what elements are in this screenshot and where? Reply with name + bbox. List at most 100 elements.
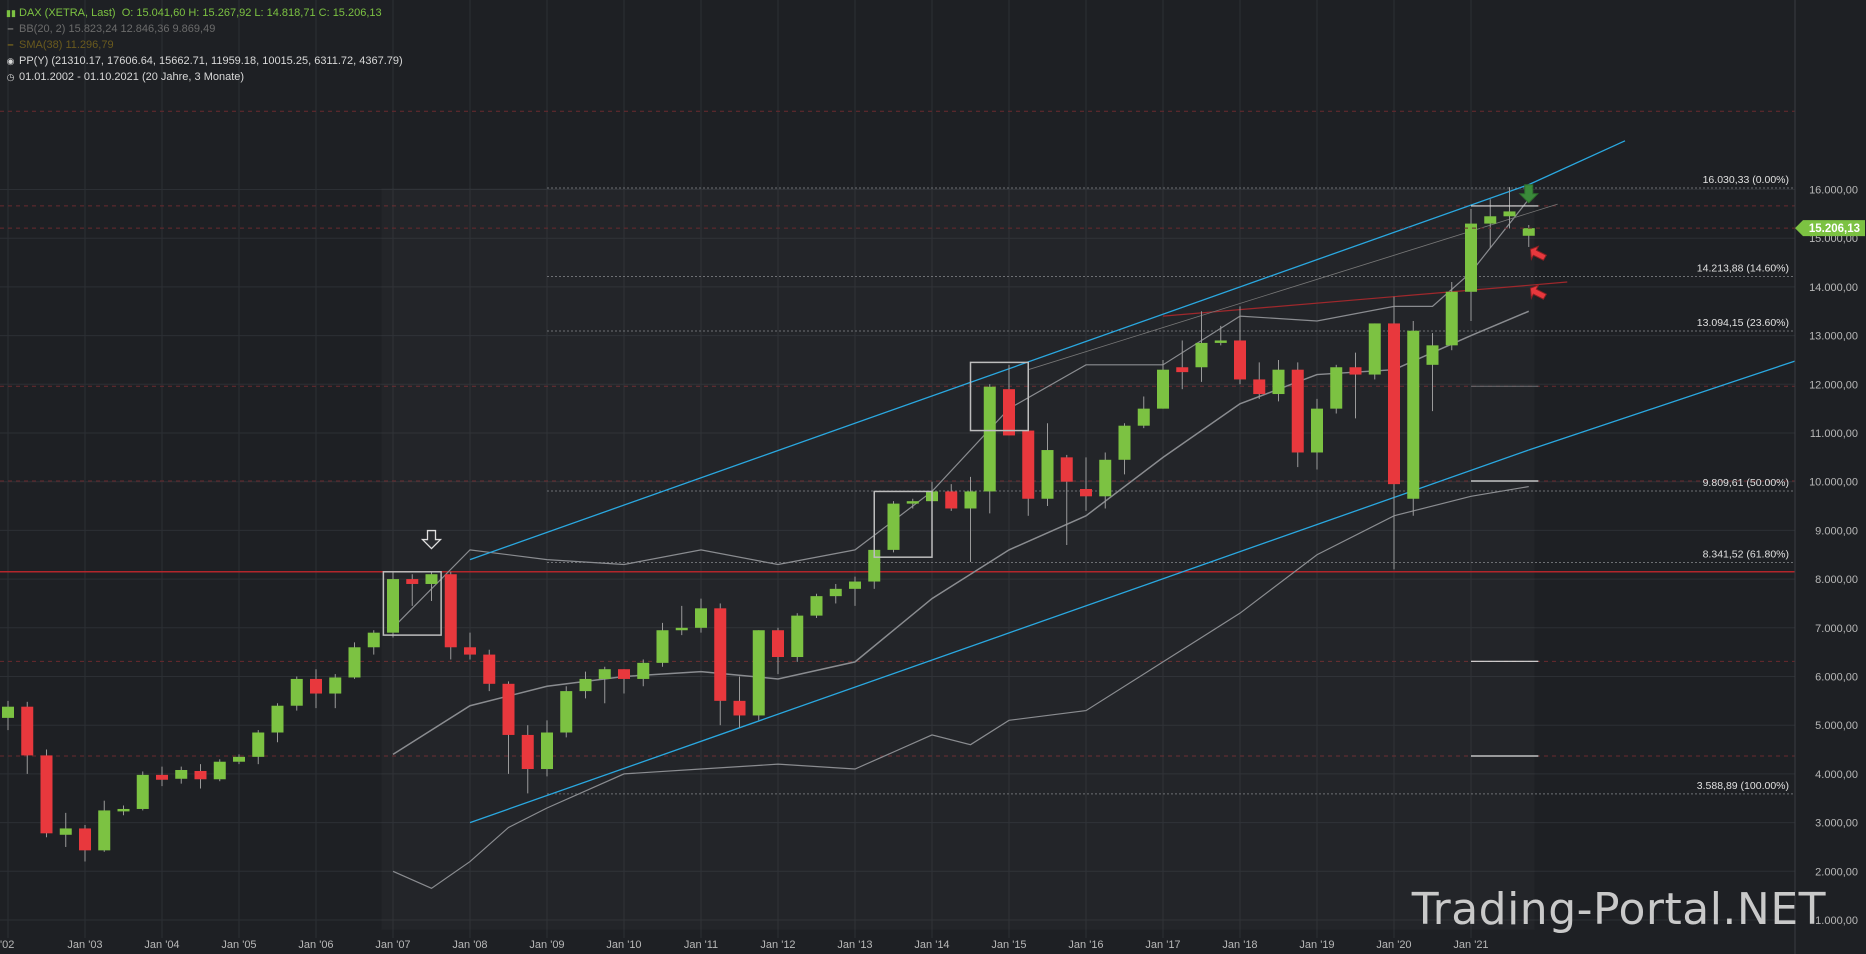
candle-down [1022,430,1035,499]
x-tick-label: Jan '15 [991,939,1026,951]
arrow-down-icon [420,529,443,550]
candle-up [810,596,823,616]
candle-up [213,761,226,780]
x-tick-label: '02 [0,939,14,951]
channel-upper-extension [1528,140,1626,186]
candle-up [425,574,438,584]
candle-down [1388,323,1400,485]
candle-up [1368,323,1381,375]
channel-lower-line [469,449,1529,824]
candle-down [194,770,207,780]
y-tick-label: 7.000,00 [1815,623,1858,635]
candle-up [791,615,804,658]
candle-down [1080,489,1092,497]
y-tick-label: 1.000,00 [1815,915,1858,927]
candle-up [1465,223,1477,292]
legend-bb-row[interactable]: ━ BB(20, 2) 15.823,24 12.846,36 9.869,49 [6,21,403,37]
channel-lower-extension [1528,359,1799,451]
y-tick-label: 12.000,00 [1809,379,1858,391]
candle-up [1330,367,1343,409]
y-tick-label: 15.000,00 [1809,233,1858,245]
candle-down [156,774,168,780]
bb-label: BB(20, 2) 15.823,24 12.846,36 9.869,49 [19,23,216,35]
x-tick-label: Jan '04 [144,939,179,951]
y-tick-label: 5.000,00 [1815,720,1858,732]
x-tick-label: Jan '17 [1145,939,1180,951]
consolidation-box [969,361,1029,432]
candle-down [464,647,476,655]
x-tick-label: Jan '06 [298,939,333,951]
bb-lower-line [392,485,1529,890]
candle-up [1445,291,1458,346]
candle-down [1176,367,1189,373]
target-icon: ◉ [6,56,15,66]
candle-down [1060,457,1073,482]
candle-up [1484,216,1497,224]
candle-down [406,579,419,584]
x-tick-label: Jan '18 [1222,939,1257,951]
candle-up [887,503,900,550]
y-tick-label: 8.000,00 [1815,574,1858,586]
legend-pp-row[interactable]: ◉ PP(Y) (21310.17, 17606.64, 15662.71, 11… [6,53,403,69]
price-axis-bg [1795,0,1866,954]
y-tick-label: 16.000,00 [1809,185,1858,197]
resistance-line [1162,281,1568,317]
arrow-down-green-icon [1518,184,1539,204]
candle-down [714,608,727,701]
candle-up [252,732,265,757]
chart-type-icon: ▮▮ [6,8,16,18]
candle-down [521,734,534,770]
candle-up [290,678,303,706]
candle-up [387,579,399,633]
y-tick-label: 13.000,00 [1809,331,1858,343]
ohlc-values: O: 15.041,60 H: 15.267,92 L: 14.818,71 C… [121,7,382,19]
chart-legend: ▮▮ DAX (XETRA, Last) O: 15.041,60 H: 15.2… [6,5,403,85]
candle-up [367,632,380,648]
x-tick-label: Jan '05 [221,939,256,951]
candle-up [329,677,342,694]
line-icon: ━ [7,40,14,50]
x-tick-label: Jan '10 [606,939,641,951]
candle-up [560,691,573,733]
x-tick-label: Jan '11 [684,939,718,951]
legend-sma-row[interactable]: ━ SMA(38) 11.296,79 [6,37,403,53]
candle-down [1349,367,1362,375]
candle-down [733,700,746,716]
fibonacci-levels: 16.030,33 (0.00%) 14.213,88 (14.60%) 13.09… [0,110,1795,795]
fib-label: 8.341,52 (61.80%) [1703,548,1789,560]
x-tick-label: Jan '03 [67,939,102,951]
fib-label: 16.030,33 (0.00%) [1703,174,1789,186]
clock-icon: ◷ [6,72,15,82]
arrow-red-icon [1529,245,1548,262]
candle-up [117,808,130,812]
candle-up [695,608,707,628]
candle-up [233,756,245,762]
candle-up [675,627,688,631]
y-tick-label: 3.000,00 [1815,818,1858,830]
x-tick-label: Jan '21 [1453,939,1488,951]
candle-up [59,828,72,835]
y-tick-label: 10.000,00 [1809,477,1858,489]
candle-down [21,706,34,756]
candle-down [310,678,322,694]
x-tick-label: Jan '14 [914,939,949,951]
legend-range-row[interactable]: ◷ 01.01.2002 - 01.10.2021 (20 Jahre, 3 Mo… [6,69,403,85]
last-price-badge [1795,220,1865,237]
candle-up [1426,345,1439,365]
candle-up [579,678,592,692]
channel-upper-line [469,184,1529,561]
candle-up [1041,450,1054,499]
candle-up [656,630,669,663]
y-tick-label: 6.000,00 [1815,672,1858,684]
candle-up [1503,211,1516,217]
candle-up [1157,369,1169,409]
annotations [382,184,1548,757]
candle-down [1234,340,1246,380]
candle-down [1003,389,1015,436]
x-tick-label: Jan '13 [837,939,872,951]
candle-down [40,755,53,834]
x-tick-label: Jan '08 [452,939,487,951]
